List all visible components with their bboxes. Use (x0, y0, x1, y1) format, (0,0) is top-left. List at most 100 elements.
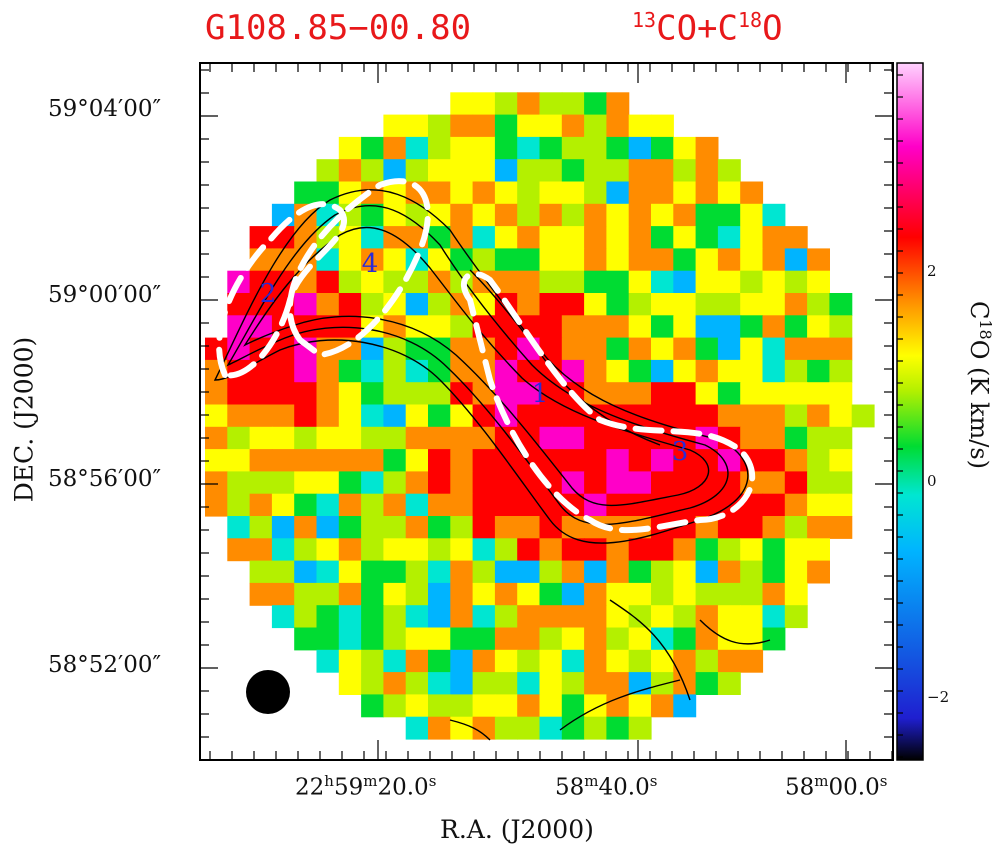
heatmap-cell (762, 270, 786, 294)
heatmap-cell (651, 538, 674, 562)
heatmap-cell (740, 181, 764, 205)
heatmap-cell (294, 359, 318, 383)
heatmap-cell (628, 114, 652, 138)
heatmap-cell (405, 716, 429, 740)
heatmap-cell (740, 270, 764, 294)
heatmap-cell (584, 315, 607, 339)
heatmap-cell (606, 449, 630, 472)
heatmap-cell (472, 649, 496, 673)
heatmap-cell (227, 426, 251, 450)
heatmap-cell (494, 226, 518, 249)
heatmap-cell (584, 605, 607, 629)
heatmap-cell (472, 716, 496, 740)
heatmap-cell (762, 449, 786, 472)
heatmap-cell (584, 382, 607, 406)
heatmap-cell (361, 560, 384, 584)
heatmap-cell (383, 538, 407, 562)
heatmap-cell (539, 270, 563, 294)
heatmap-cell (205, 404, 228, 428)
heatmap-cell (383, 248, 407, 272)
contour-line (243, 226, 710, 507)
heatmap-cell (405, 471, 429, 495)
heatmap-cell (561, 471, 585, 495)
heatmap-cell (651, 136, 674, 160)
heatmap-cell (494, 716, 518, 740)
heatmap-cell (316, 538, 340, 562)
heatmap-cell (227, 404, 251, 428)
heatmap-cell (428, 605, 451, 629)
heatmap-cell (227, 516, 251, 539)
heatmap-cell (740, 516, 764, 539)
heatmap-cell (628, 382, 652, 406)
heatmap-cell (651, 293, 674, 316)
heatmap-cell (717, 582, 741, 606)
heatmap-cell (405, 293, 429, 316)
heatmap-cell (405, 649, 429, 673)
heatmap-cell (628, 449, 652, 472)
heatmap-cell (829, 404, 853, 428)
heatmap-cell (784, 582, 808, 606)
heatmap-cell (762, 315, 786, 339)
heatmap-cell (294, 426, 318, 450)
heatmap-cell (717, 293, 741, 316)
heatmap-cell (606, 627, 630, 651)
heatmap-cell (361, 493, 384, 517)
heatmap-cell (539, 181, 563, 205)
heatmap-cell (606, 538, 630, 562)
heatmap-cell (450, 716, 474, 740)
heatmap-cell (561, 582, 585, 606)
heatmap-cell (695, 538, 719, 562)
heatmap-cell (784, 293, 808, 316)
heatmap-cell (383, 582, 407, 606)
heatmap-cell (205, 449, 228, 472)
heatmap-cell (517, 248, 541, 272)
tick-marks (200, 63, 893, 760)
heatmap-cell (539, 672, 563, 695)
heatmap-cell (762, 359, 786, 383)
heatmap-cell (695, 672, 719, 695)
heatmap-cell (673, 582, 697, 606)
heatmap-cell (717, 159, 741, 183)
heatmap-cell (494, 605, 518, 629)
heatmap-cell (628, 136, 652, 160)
heatmap-cell (517, 471, 541, 495)
heatmap-cell (517, 359, 541, 383)
heatmap-cell (294, 449, 318, 472)
heatmap-cell (405, 359, 429, 383)
heatmap-cell (695, 471, 719, 495)
heatmap-cell (494, 136, 518, 160)
heatmap-cell (695, 493, 719, 517)
heatmap-cell (628, 649, 652, 673)
heatmap-cell (628, 471, 652, 495)
heatmap-cell (517, 694, 541, 718)
heatmap-cell (428, 582, 451, 606)
heatmap-cell (628, 248, 652, 272)
heatmap-cell (316, 293, 340, 316)
heatmap-cell (227, 382, 251, 406)
heatmap-cell (205, 382, 228, 406)
heatmap-cell (695, 136, 719, 160)
heatmap-cell (807, 337, 830, 361)
heatmap-cell (450, 449, 474, 472)
heatmap-cell (539, 337, 563, 361)
colorbar-tick-label: 0 (927, 472, 937, 490)
heatmap-cell (673, 649, 697, 673)
heatmap-cell (651, 449, 674, 472)
heatmap-cell (807, 248, 830, 272)
contour-line (449, 679, 681, 741)
heatmap-cell (338, 359, 362, 383)
heatmap-cell (539, 516, 563, 539)
heatmap-cell (673, 203, 697, 227)
heatmap-cell (762, 203, 786, 227)
heatmap-cell (561, 359, 585, 383)
heatmap-cell (673, 248, 697, 272)
heatmap-cell (561, 716, 585, 740)
heatmap-cell (628, 716, 652, 740)
heatmap-cell (249, 315, 273, 339)
heatmap-cell (784, 248, 808, 272)
heatmap-cell (383, 426, 407, 450)
heatmap-cell (271, 270, 295, 294)
heatmap-cell (383, 560, 407, 584)
heatmap-cell (628, 226, 652, 249)
heatmap-cell (383, 627, 407, 651)
